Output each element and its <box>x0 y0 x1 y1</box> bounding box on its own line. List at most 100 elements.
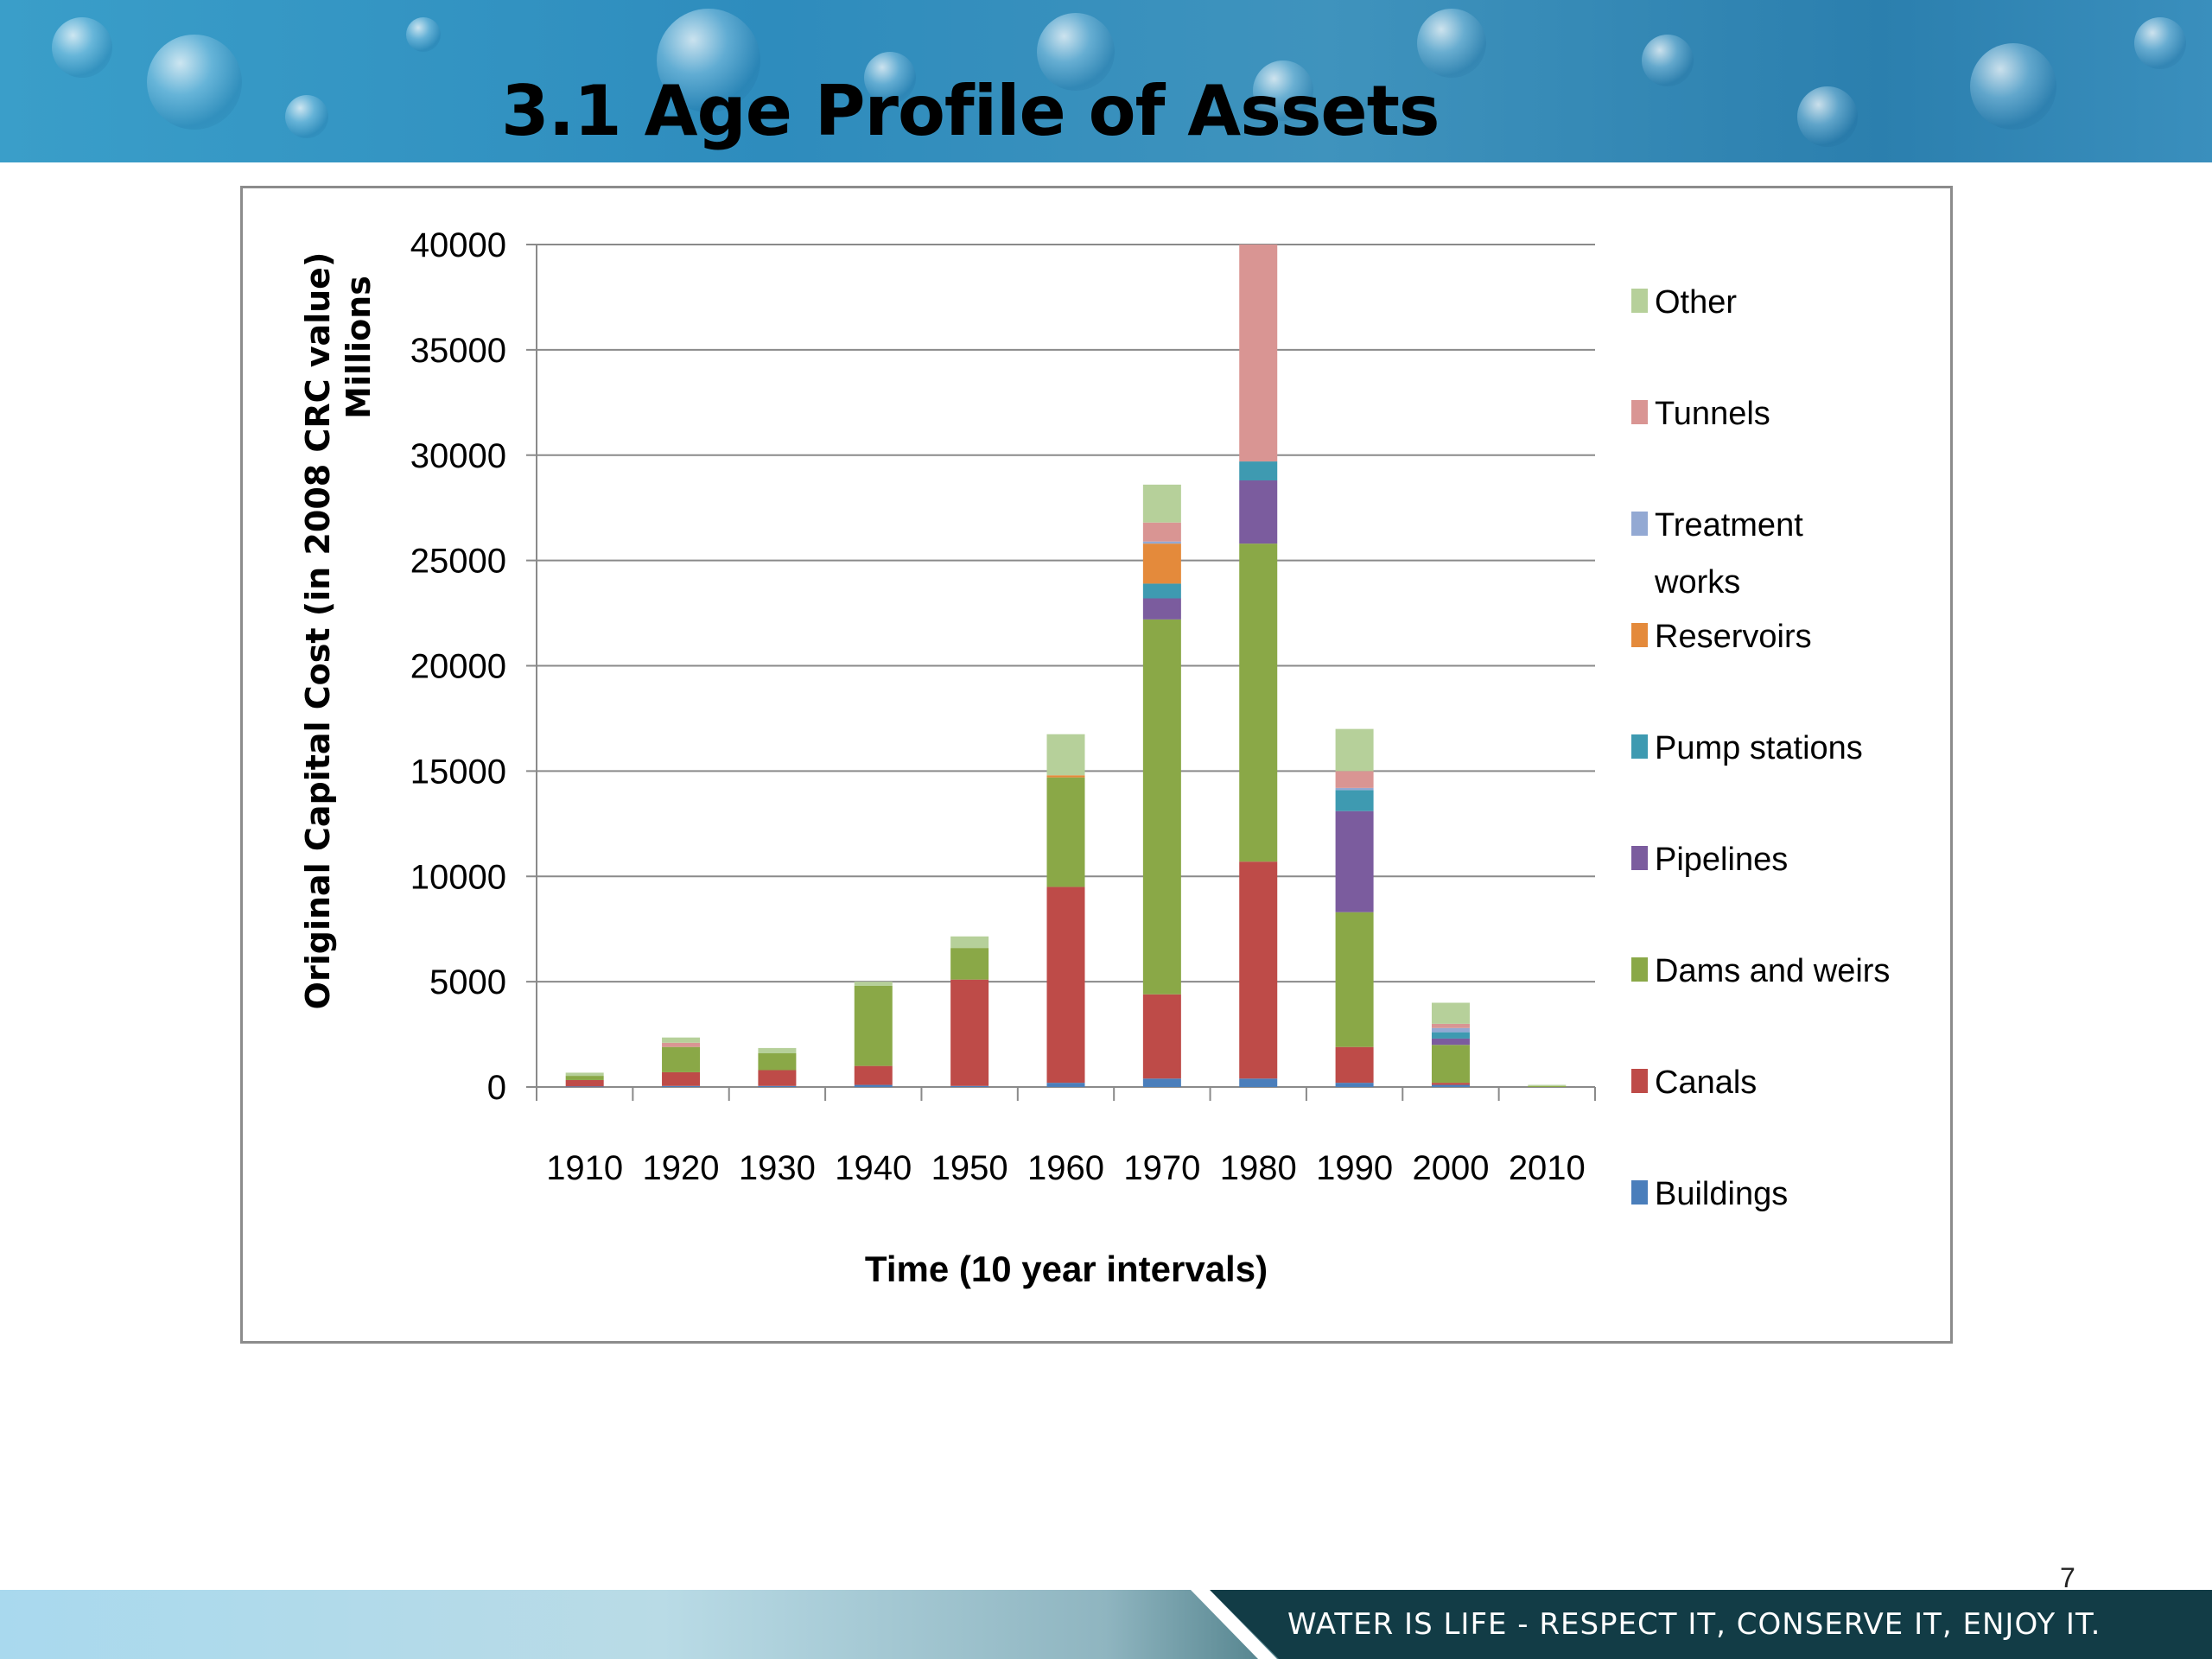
bar-segment-pump-stations <box>1142 583 1181 599</box>
x-axis-title: Time (10 year intervals) <box>865 1249 1268 1289</box>
y-tick-label: 5000 <box>429 963 506 1001</box>
legend-swatch <box>1631 846 1648 870</box>
bar-segment-treatment-works <box>1335 787 1374 791</box>
bar-segment-canals <box>758 1070 797 1086</box>
legend-swatch <box>1631 512 1648 536</box>
water-drop-decoration <box>285 95 328 138</box>
legend-label: Dams and weirs <box>1655 953 1890 989</box>
bar-segment-other <box>758 1047 797 1053</box>
bar-segment-buildings <box>565 1086 604 1087</box>
bar-segment-reservoirs <box>1142 543 1181 584</box>
bar-segment-dams-and-weirs <box>1239 543 1278 862</box>
legend-swatch <box>1631 734 1648 759</box>
y-tick-label: 35000 <box>410 332 506 370</box>
bar-segment-buildings <box>758 1085 797 1087</box>
bar-segment-other <box>854 982 893 986</box>
bar-segment-canals <box>950 979 989 1086</box>
bar-segment-buildings <box>662 1085 701 1087</box>
bar-segment-buildings <box>950 1085 989 1087</box>
x-tick-label: 2010 <box>1509 1149 1586 1187</box>
water-drop-decoration <box>1642 35 1694 86</box>
bar-segment-tunnels <box>1239 245 1278 462</box>
bar-segment-other <box>1431 1002 1470 1024</box>
bar-segment-tunnels <box>1335 771 1374 788</box>
water-drop-decoration <box>52 17 112 78</box>
x-tick-label: 1940 <box>835 1149 912 1187</box>
footer-dark-panel <box>1210 1590 2212 1659</box>
bar-segment-other <box>950 936 989 949</box>
bar-segment-pipelines <box>1142 598 1181 620</box>
water-drop-decoration <box>657 9 760 112</box>
bar-segment-dams-and-weirs <box>1431 1045 1470 1084</box>
x-tick-label: 1910 <box>546 1149 623 1187</box>
y-tick-label: 15000 <box>410 753 506 791</box>
bar-segment-canals <box>662 1071 701 1086</box>
legend-label: Pump stations <box>1655 730 1863 766</box>
header-banner: 3.1 Age Profile of Assets <box>0 0 2212 162</box>
bar-segment-treatment-works <box>1431 1027 1470 1033</box>
bar-segment-buildings <box>1239 1078 1278 1087</box>
bar-segment-buildings <box>1046 1083 1085 1087</box>
bar-segment-other <box>1142 484 1181 523</box>
legend-label: Pipelines <box>1655 842 1788 878</box>
bar-segment-canals <box>854 1065 893 1085</box>
slide-title: 3.1 Age Profile of Assets <box>501 71 1440 151</box>
legend-swatch <box>1631 957 1648 982</box>
bar-segment-canals <box>1335 1046 1374 1084</box>
bar-segment-buildings <box>854 1084 893 1087</box>
bar-segment-other <box>1046 734 1085 776</box>
bar-segment-treatment-works <box>1142 541 1181 544</box>
legend-label: Tunnels <box>1655 396 1770 432</box>
bar-segment-dams-and-weirs <box>1528 1085 1567 1087</box>
bar-segment-dams-and-weirs <box>1335 912 1374 1047</box>
bar-segment-canals <box>1142 994 1181 1079</box>
chart-frame: Millions Original Capital Cost (in 2008 … <box>240 186 1953 1344</box>
water-drop-decoration <box>1970 43 2056 130</box>
bar-segment-other <box>1335 728 1374 772</box>
legend-label: Reservoirs <box>1655 619 1812 655</box>
bar-segment-dams-and-weirs <box>854 986 893 1066</box>
bar-segment-pump-stations <box>1431 1032 1470 1039</box>
water-drop-decoration <box>147 35 242 130</box>
water-drop-decoration <box>1037 13 1115 91</box>
x-tick-label: 1980 <box>1220 1149 1297 1187</box>
bar-segment-dams-and-weirs <box>758 1053 797 1071</box>
bar-segment-pump-stations <box>1239 461 1278 480</box>
bar-segment-buildings <box>1142 1078 1181 1087</box>
legend-label: Treatment works <box>1654 507 1803 601</box>
bar-segment-tunnels <box>662 1042 701 1047</box>
bar-segment-pipelines <box>1431 1038 1470 1046</box>
y-tick-label: 30000 <box>410 437 506 475</box>
x-tick-label: 1970 <box>1123 1149 1200 1187</box>
x-tick-label: 2000 <box>1412 1149 1489 1187</box>
x-tick-label: 1930 <box>739 1149 816 1187</box>
x-tick-label: 1950 <box>931 1149 1008 1187</box>
bar-segment-buildings <box>1431 1084 1470 1087</box>
water-drop-decoration <box>1253 60 1313 121</box>
legend-swatch <box>1631 1069 1648 1093</box>
bar-segment-dams-and-weirs <box>1046 777 1085 887</box>
bar-segment-reservoirs <box>1046 775 1085 778</box>
bar-segment-pipelines <box>1239 480 1278 544</box>
water-drop-decoration <box>1797 86 1858 147</box>
y-axis-unit-label: Millions <box>340 276 378 419</box>
water-drop-decoration <box>2134 17 2186 69</box>
bar-segment-canals <box>1046 887 1085 1084</box>
y-tick-label: 25000 <box>410 543 506 581</box>
bar-segment-tunnels <box>1142 522 1181 542</box>
x-tick-label: 1960 <box>1027 1149 1104 1187</box>
bar-segment-buildings <box>1335 1083 1374 1087</box>
legend-label: Other <box>1655 284 1737 321</box>
footer-slogan: WATER IS LIFE - RESPECT IT, CONSERVE IT,… <box>1287 1607 2101 1642</box>
y-axis-title: Original Capital Cost (in 2008 CRC value… <box>299 252 337 1010</box>
legend-swatch <box>1631 1180 1648 1205</box>
bar-segment-pump-stations <box>1335 790 1374 811</box>
water-drop-decoration <box>1417 9 1486 78</box>
bar-segment-other <box>662 1037 701 1043</box>
legend-label: Buildings <box>1655 1176 1788 1212</box>
page-number: 7 <box>2060 1562 2075 1593</box>
bar-segment-canals <box>565 1079 604 1087</box>
bar-segment-dams-and-weirs <box>950 948 989 980</box>
water-drop-decoration <box>406 17 441 52</box>
bar-segment-canals <box>1431 1083 1470 1085</box>
